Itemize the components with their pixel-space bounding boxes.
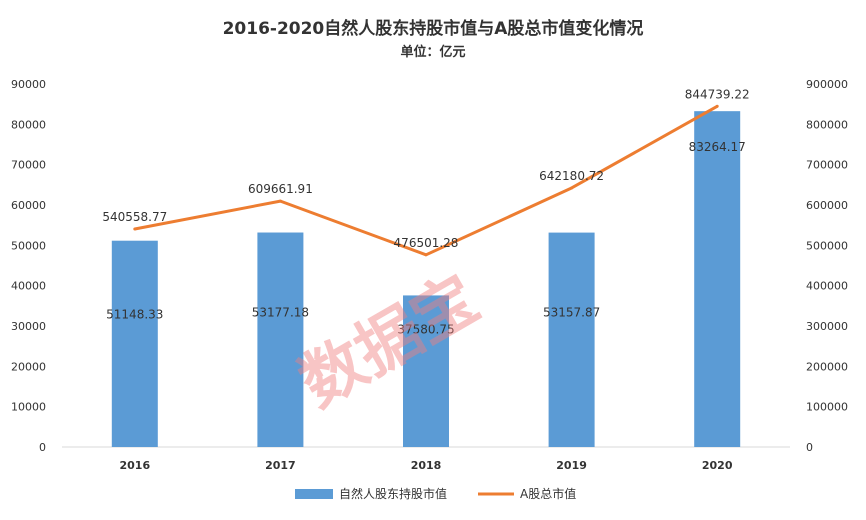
- line-point: [133, 227, 137, 231]
- bar-data-label: 53177.18: [252, 306, 309, 320]
- y-left-tick-label: 0: [39, 441, 46, 454]
- bar-data-label: 51148.33: [106, 308, 163, 322]
- y-right-tick-label: 200000: [806, 360, 848, 373]
- y-right-tick-label: 700000: [806, 159, 848, 172]
- y-left-tick-label: 20000: [11, 360, 46, 373]
- x-tick-label: 2017: [265, 459, 296, 472]
- legend: 自然人股东持股市值 A股总市值: [295, 486, 576, 501]
- y-right-tick-label: 0: [806, 441, 813, 454]
- y-left-tick-label: 30000: [11, 320, 46, 333]
- x-tick-label: 2016: [119, 459, 150, 472]
- line-series: [133, 104, 719, 257]
- line-point: [278, 199, 282, 203]
- axes: 0 10000 20000 30000 40000 50000 60000 70000 8000…: [11, 78, 848, 472]
- bar: [548, 232, 595, 447]
- bar: [257, 232, 304, 447]
- bar: [403, 295, 449, 447]
- y-right-tick-label: 500000: [806, 239, 848, 252]
- y-left-tick-label: 80000: [11, 118, 46, 131]
- y-right-tick-label: 100000: [806, 401, 848, 414]
- x-tick-label: 2019: [556, 459, 587, 472]
- y-left-tick-label: 90000: [11, 78, 46, 91]
- line-point: [715, 104, 719, 108]
- legend-label-bar: 自然人股东持股市值: [339, 486, 447, 501]
- legend-swatch-bar: [295, 489, 333, 499]
- y-right-tick-label: 400000: [806, 280, 848, 293]
- line-data-label: 642180.72: [539, 169, 604, 183]
- bar: [111, 240, 158, 447]
- line-point: [570, 186, 574, 190]
- line-point: [424, 253, 428, 257]
- bar-data-label: 53157.87: [543, 306, 600, 320]
- y-left-tick-label: 50000: [11, 239, 46, 252]
- bar: [694, 111, 741, 447]
- line-path: [134, 104, 718, 257]
- y-left-tick-label: 40000: [11, 280, 46, 293]
- watermark-text: 数据宝: [288, 262, 491, 422]
- bar-series: [111, 111, 741, 447]
- y-right-tick-label: 300000: [806, 320, 848, 333]
- chart-title: 2016-2020自然人股东持股市值与A股总市值变化情况: [223, 18, 644, 39]
- y-left-tick-label: 60000: [11, 199, 46, 212]
- y-left-tick-label: 70000: [11, 159, 46, 172]
- x-tick-label: 2018: [411, 459, 442, 472]
- line-data-label: 476501.28: [394, 236, 459, 250]
- legend-label-line: A股总市值: [520, 486, 576, 501]
- line-data-label: 540558.77: [102, 210, 167, 224]
- x-tick-label: 2020: [702, 459, 733, 472]
- y-left-tick-label: 10000: [11, 401, 46, 414]
- bar-data-label: 83264.17: [689, 140, 746, 154]
- line-data-label: 844739.22: [685, 87, 750, 101]
- line-data-label: 609661.91: [248, 182, 313, 196]
- y-right-tick-label: 800000: [806, 118, 848, 131]
- bar-data-label: 37580.75: [397, 322, 454, 336]
- y-right-tick-label: 600000: [806, 199, 848, 212]
- data-labels: 51148.33 53177.18 37580.75 53157.87 83264.17…: [102, 87, 749, 336]
- chart-subtitle: 单位：亿元: [400, 44, 465, 60]
- y-right-tick-label: 900000: [806, 78, 848, 91]
